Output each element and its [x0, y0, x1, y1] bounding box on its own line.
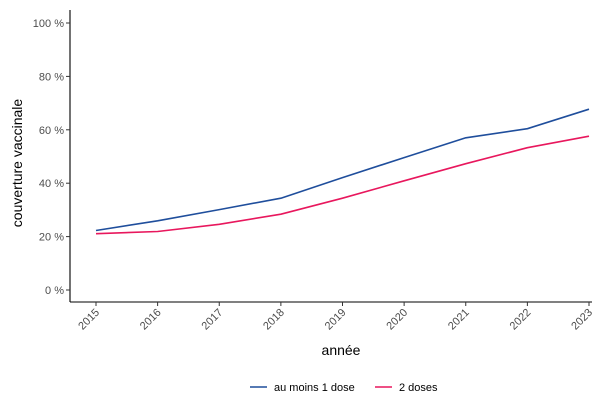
y-axis: 0 % 20 % 40 % 60 % 80 % 100 % [33, 10, 71, 302]
x-tick-label: 2022 [508, 307, 534, 333]
x-ticks: 2015 2016 2017 2018 2019 2020 2021 2022 2023 [76, 302, 595, 332]
legend-label-1: 2 doses [399, 382, 438, 394]
x-axis-title: année [322, 342, 361, 358]
series-line-1 [95, 135, 590, 235]
y-tick-label: 40 % [39, 178, 64, 190]
x-tick-label: 2018 [261, 307, 287, 333]
legend-label-0: au moins 1 dose [274, 382, 355, 394]
y-tick-label: 100 % [33, 18, 64, 30]
x-tick-label: 2015 [76, 307, 102, 333]
x-tick-label: 2016 [138, 307, 164, 333]
x-tick-label: 2020 [384, 307, 410, 333]
x-axis: 2015 2016 2017 2018 2019 2020 2021 2022 2023 [70, 301, 595, 332]
legend: au moins 1 dose 2 doses [250, 382, 438, 394]
y-tick-label: 60 % [39, 125, 64, 137]
series-layer [95, 108, 590, 235]
x-tick-label: 2019 [323, 307, 349, 333]
series-line-0 [95, 108, 590, 232]
y-tick-label: 80 % [39, 71, 64, 83]
x-tick-label: 2023 [569, 307, 595, 333]
y-ticks: 0 % 20 % 40 % 60 % 80 % 100 % [33, 18, 70, 297]
x-tick-label: 2021 [446, 307, 472, 333]
y-axis-title: couverture vaccinale [9, 99, 25, 228]
y-tick-label: 0 % [45, 285, 64, 297]
y-tick-label: 20 % [39, 232, 64, 244]
x-tick-label: 2017 [200, 307, 226, 333]
